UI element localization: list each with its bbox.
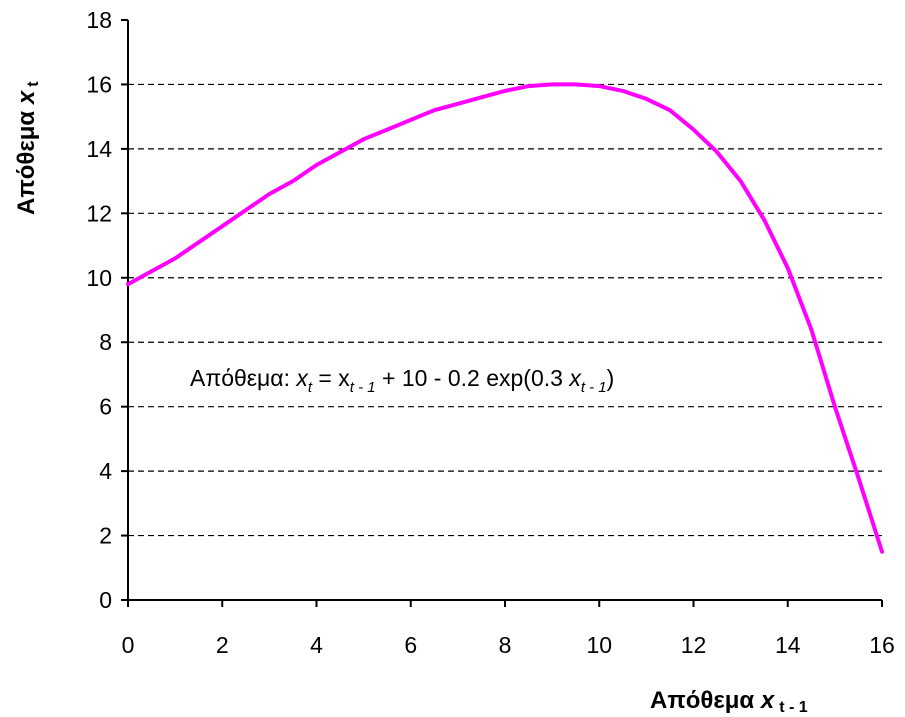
y-axis-title-var: x: [13, 89, 40, 106]
y-axis-title-sub: t: [25, 81, 42, 87]
y-tick-label-6: 6: [99, 394, 112, 420]
x-tick-label-10: 10: [586, 632, 612, 658]
y-tick-label-18: 18: [86, 7, 112, 33]
annotation-sub-3: t - 1: [581, 379, 607, 396]
annotation-sub-1: t: [308, 379, 313, 396]
x-tick-label-12: 12: [681, 632, 707, 658]
y-tick-labels: 0 2 4 6 8 10 12 14 16 18: [86, 7, 112, 613]
annotation-prefix: Απόθεμα:: [190, 365, 296, 391]
x-tick-label-0: 0: [122, 632, 135, 658]
y-tick-label-2: 2: [99, 523, 112, 549]
y-tick-label-4: 4: [99, 458, 112, 484]
x-axis-title-var: x: [759, 687, 776, 714]
x-axis-title-main: Απόθεμα: [650, 687, 761, 714]
series-line-0: [126, 82, 884, 554]
y-tick-label-0: 0: [99, 587, 112, 613]
y-tick-label-16: 16: [86, 71, 112, 97]
y-tick-label-14: 14: [86, 136, 112, 162]
annotation-mid: + 10 - 0.2 exp(0.3: [376, 365, 570, 391]
axes: [121, 19, 883, 607]
y-axis-title: Απόθεμα xt: [13, 81, 42, 215]
x-tick-label-2: 2: [216, 632, 229, 658]
annotation-close: ): [607, 365, 615, 391]
x-tick-label-6: 6: [404, 632, 417, 658]
annotation-sub-2: t - 1: [350, 379, 376, 396]
y-tick-label-12: 12: [86, 200, 112, 226]
x-axis-title-sub: t - 1: [779, 699, 808, 716]
y-tick-label-10: 10: [86, 265, 112, 291]
y-axis-title-main: Απόθεμα: [13, 104, 40, 215]
annotation-var-1: x: [295, 365, 309, 391]
y-tick-label-8: 8: [99, 329, 112, 355]
series-group: [126, 82, 884, 554]
grid: [128, 83, 882, 537]
x-tick-label-4: 4: [310, 632, 323, 658]
annotation: Απόθεμα: xt = xt - 1 + 10 - 0.2 exp(0.3 …: [190, 365, 614, 396]
x-tick-label-8: 8: [499, 632, 512, 658]
x-tick-labels: 0 2 4 6 8 10 12 14 16: [122, 632, 895, 658]
x-tick-label-16: 16: [869, 632, 895, 658]
annotation-eq: = x: [312, 365, 350, 391]
x-tick-label-14: 14: [775, 632, 801, 658]
annotation-var-2: x: [568, 365, 582, 391]
